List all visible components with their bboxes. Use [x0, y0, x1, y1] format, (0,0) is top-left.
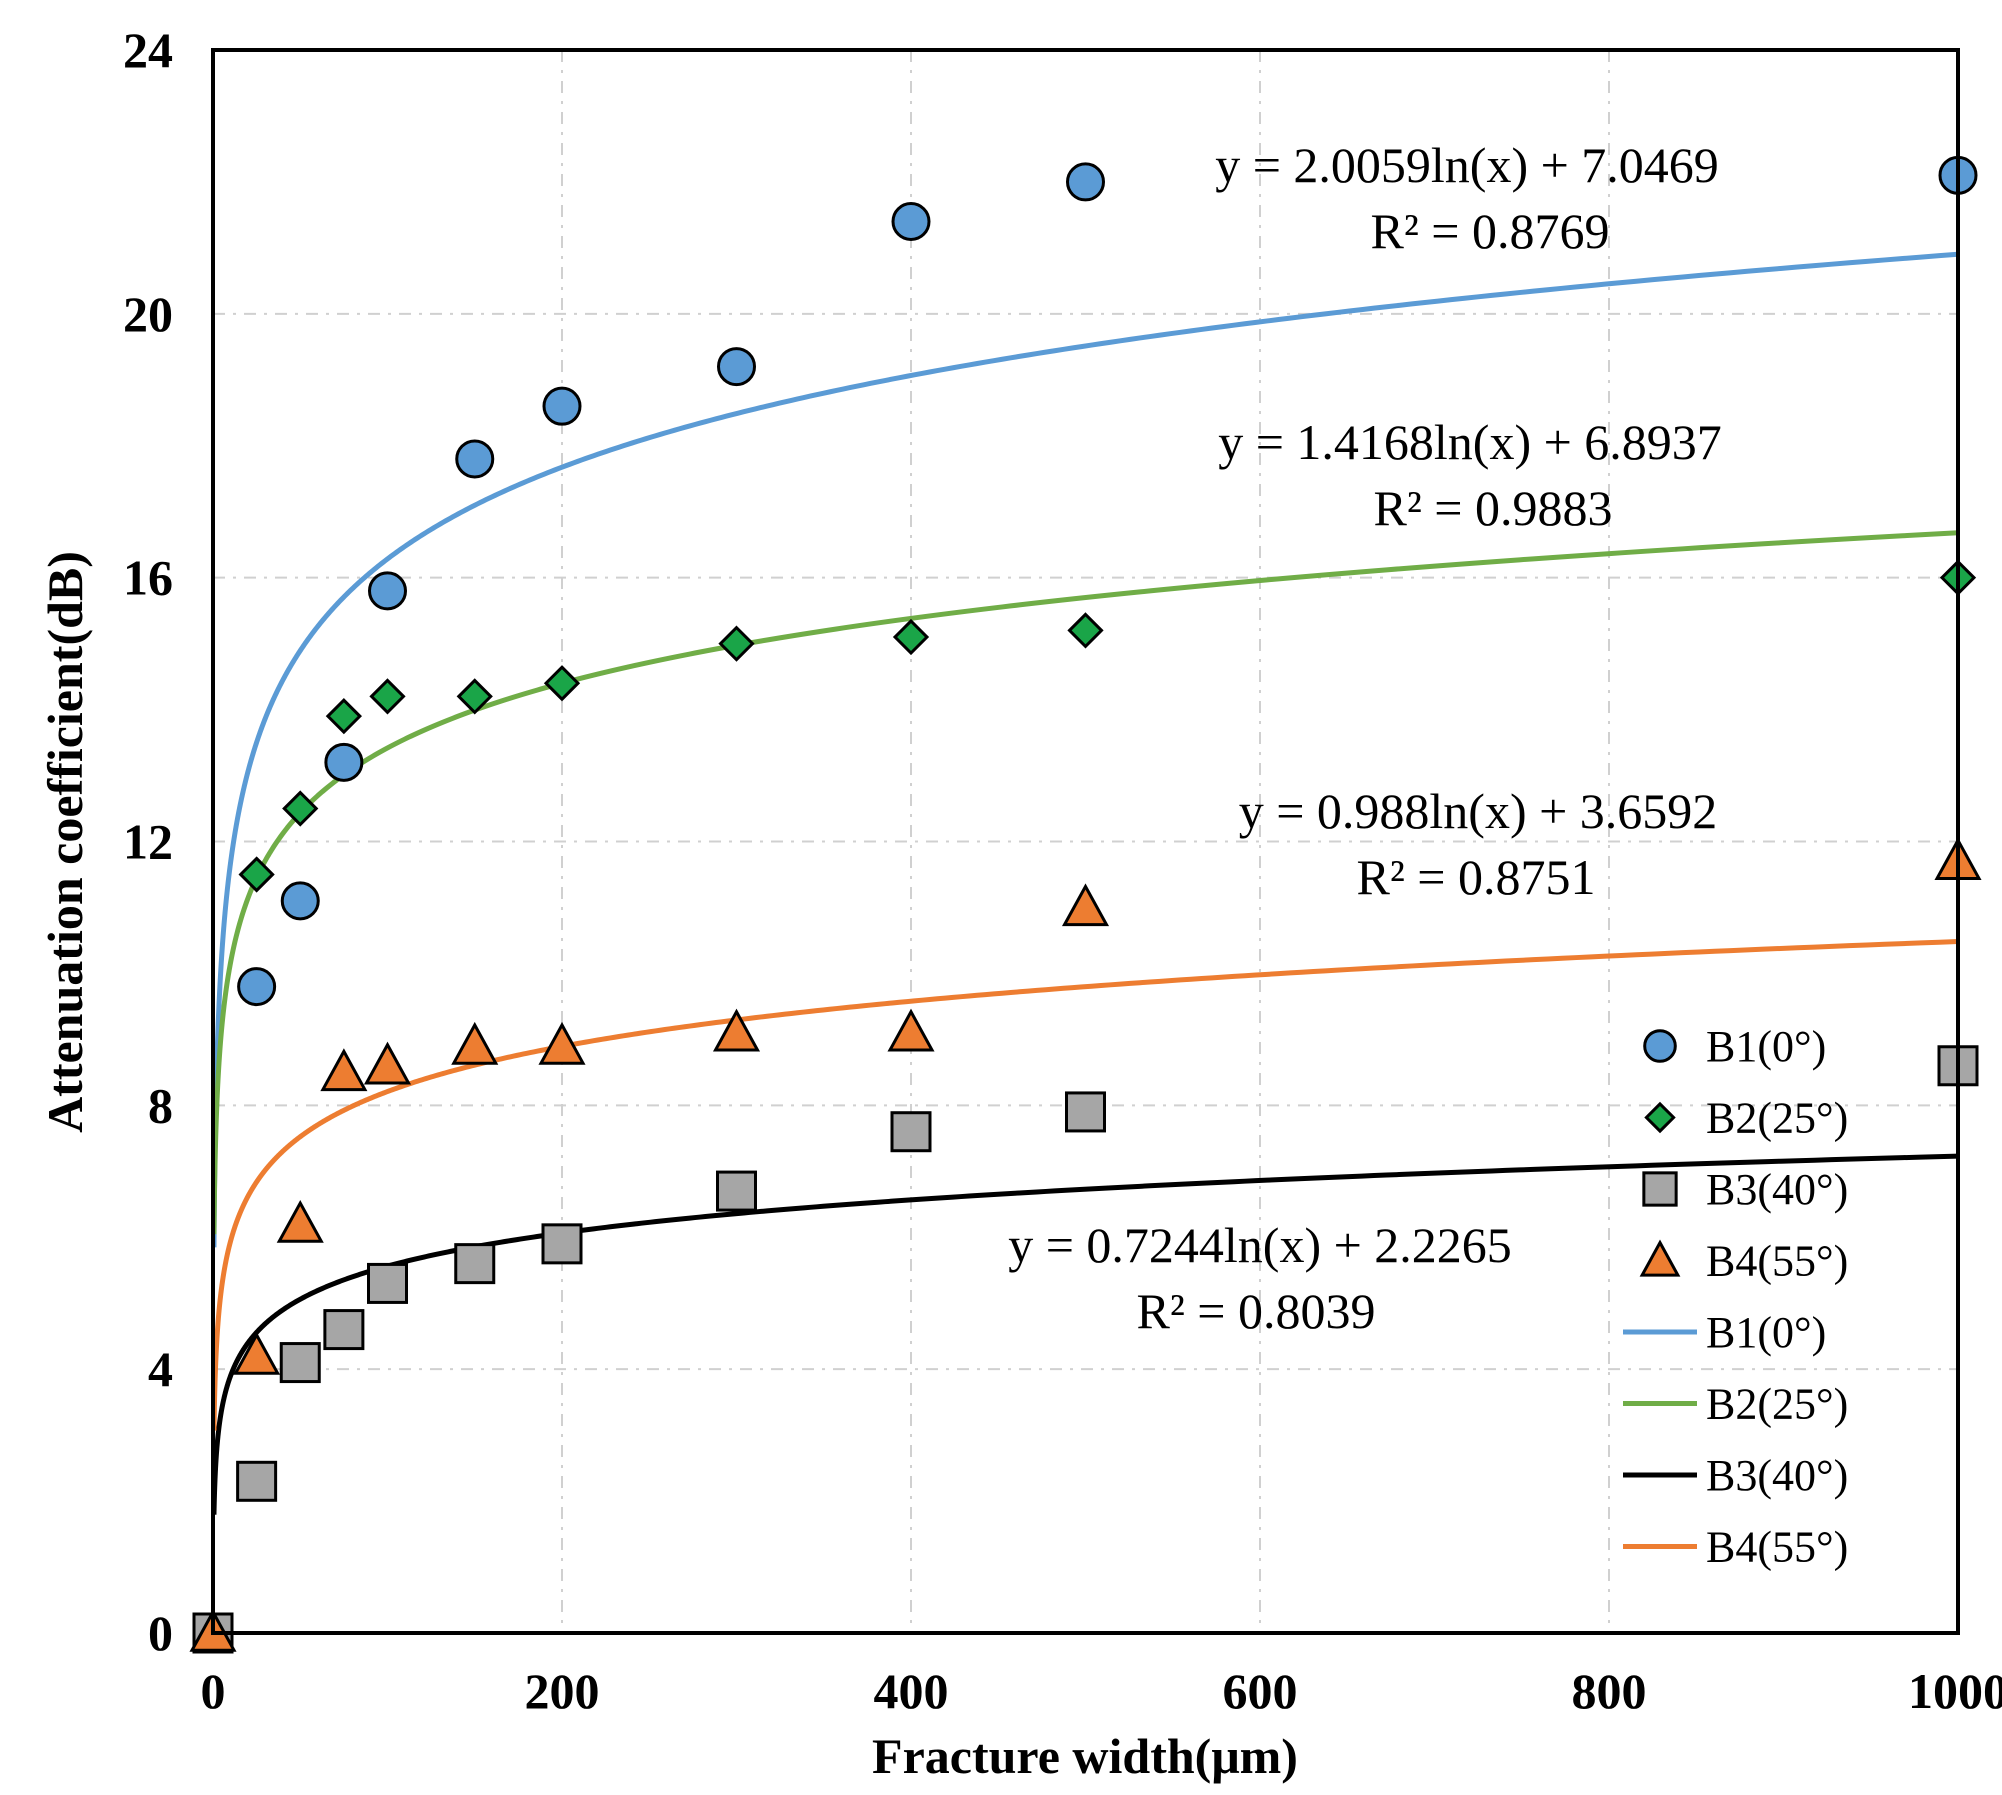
- legend-label: B2(25°): [1706, 1094, 1848, 1143]
- x-axis-title: Fracture width(μm): [872, 1728, 1298, 1784]
- data-point-triangle: [887, 1008, 935, 1052]
- legend-label: B4(55°): [1706, 1237, 1848, 1286]
- legend-label: B1(0°): [1706, 1308, 1826, 1357]
- equation-b4: y = 0.988ln(x) + 3.6592: [1239, 783, 1718, 839]
- axis-ticks: 0 200 400 600 800 1000 0 4 8 12 16 20 24: [123, 22, 2002, 1719]
- equation-b2: y = 1.4168ln(x) + 6.8937: [1218, 414, 1722, 470]
- y-tick-label: 4: [148, 1341, 173, 1397]
- plot-frame: [211, 48, 1960, 1635]
- data-point-circle: [280, 881, 320, 921]
- legend-marker-triangle: [1639, 1239, 1681, 1277]
- x-tick-label: 1000: [1908, 1663, 2002, 1719]
- data-point-square: [236, 1460, 278, 1502]
- legend-marker-circle: [1643, 1029, 1677, 1063]
- data-point-diamond: [892, 618, 930, 656]
- y-tick-label: 24: [123, 22, 173, 78]
- data-points: [189, 155, 1982, 1654]
- trendline-3: [211, 1153, 1959, 1517]
- x-tick-label: 200: [525, 1663, 600, 1719]
- legend-label: B4(55°): [1706, 1523, 1848, 1572]
- y-axis-title: Attenuation coefficient(dB): [37, 551, 93, 1133]
- equation-b1: y = 2.0059ln(x) + 7.0469: [1215, 137, 1719, 193]
- data-point-triangle: [363, 1041, 412, 1085]
- legend-label: B2(25°): [1706, 1380, 1848, 1429]
- data-point-diamond: [456, 678, 493, 715]
- data-point-circle: [237, 967, 277, 1007]
- data-point-triangle: [538, 1021, 586, 1065]
- gridlines: [213, 50, 1958, 1633]
- data-point-diamond: [718, 625, 755, 662]
- trendlines: [211, 251, 1959, 1517]
- data-point-square: [323, 1309, 365, 1351]
- data-point-diamond: [1067, 612, 1104, 649]
- x-tick-label: 600: [1223, 1663, 1298, 1719]
- x-tick-label: 800: [1572, 1663, 1647, 1719]
- r2-b4: R² = 0.8751: [1356, 849, 1595, 905]
- legend-label: B3(40°): [1706, 1451, 1848, 1500]
- trendline-4: [211, 938, 1959, 1433]
- legend-label: B1(0°): [1706, 1022, 1826, 1071]
- data-point-triangle: [712, 1008, 761, 1052]
- legend-label: B3(40°): [1706, 1165, 1848, 1214]
- r2-b2: R² = 0.9883: [1373, 480, 1612, 536]
- data-point-square: [454, 1243, 496, 1285]
- data-point-diamond: [325, 698, 362, 735]
- data-point-diamond: [238, 856, 275, 893]
- equation-b3: y = 0.7244ln(x) + 2.2265: [1008, 1217, 1512, 1273]
- data-point-diamond: [282, 790, 319, 827]
- data-point-triangle: [320, 1048, 368, 1092]
- x-tick-label: 400: [874, 1663, 949, 1719]
- data-point-triangle: [451, 1021, 499, 1065]
- equation-annotations: y = 2.0059ln(x) + 7.0469 R² = 0.8769 y =…: [1008, 137, 1722, 1339]
- data-point-circle: [542, 386, 582, 426]
- y-tick-label: 20: [123, 286, 173, 342]
- data-point-circle: [324, 742, 364, 782]
- legend-marker-diamond: [1644, 1101, 1676, 1134]
- data-point-square: [367, 1262, 408, 1304]
- y-tick-label: 16: [123, 550, 173, 606]
- r2-b1: R² = 0.8769: [1370, 203, 1609, 259]
- data-point-circle: [717, 347, 756, 387]
- data-point-circle: [1066, 162, 1105, 202]
- data-point-triangle: [1061, 883, 1110, 927]
- data-point-square: [890, 1111, 932, 1153]
- data-point-circle: [455, 439, 495, 479]
- legend: B1(0°) B2(25°) B3(40°) B4(55°) B1(0°) B2(25°)…: [1623, 1022, 1848, 1572]
- y-tick-label: 0: [148, 1605, 173, 1661]
- data-point-triangle: [233, 1331, 281, 1375]
- y-tick-label: 8: [148, 1077, 173, 1133]
- r2-b3: R² = 0.8039: [1136, 1283, 1375, 1339]
- data-point-triangle: [276, 1199, 324, 1243]
- legend-marker-square: [1642, 1171, 1678, 1207]
- data-point-square: [1065, 1091, 1106, 1133]
- data-point-square: [541, 1223, 583, 1265]
- x-tick-label: 0: [201, 1663, 226, 1719]
- data-point-circle: [891, 201, 931, 241]
- data-point-diamond: [369, 678, 406, 715]
- y-tick-label: 12: [123, 814, 173, 870]
- data-point-diamond: [543, 665, 581, 702]
- data-point-square: [279, 1342, 321, 1384]
- data-point-circle: [368, 571, 407, 611]
- data-point-square: [716, 1170, 757, 1212]
